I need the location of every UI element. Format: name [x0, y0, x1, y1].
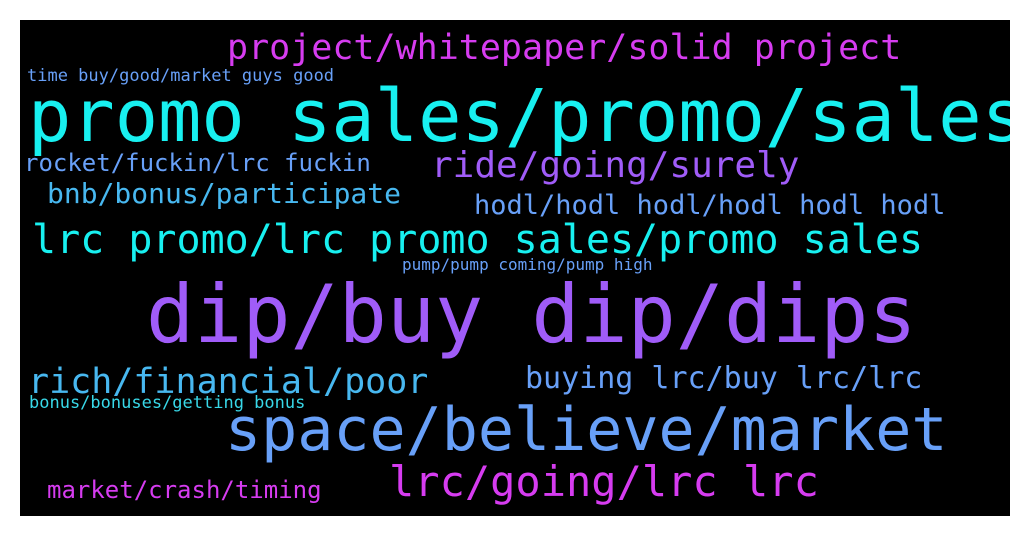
word-bnb-bonus-participate: bnb/bonus/participate — [47, 177, 402, 210]
word-rocket-fuckin-lrc-fuckin: rocket/fuckin/lrc fuckin — [24, 149, 371, 177]
word-cloud-canvas: project/whitepaper/solid project time bu… — [20, 20, 1010, 516]
word-project-whitepaper-solid-project: project/whitepaper/solid project — [227, 28, 902, 68]
word-promo-sales: promo sales/promo/sales — [28, 74, 1010, 158]
word-bonus-bonuses-getting-bonus: bonus/bonuses/getting bonus — [29, 393, 306, 413]
word-rich-financial-poor: rich/financial/poor — [28, 362, 429, 402]
word-ride-going-surely: ride/going/surely — [431, 145, 800, 186]
word-lrc-going-lrc-lrc: lrc/going/lrc lrc — [389, 457, 819, 506]
word-pump-coming-high: pump/pump coming/pump high — [402, 255, 653, 274]
word-buying-lrc-buy-lrc-lrc: buying lrc/buy lrc/lrc — [525, 361, 923, 396]
word-space-believe-market: space/believe/market — [225, 395, 948, 465]
word-hodl: hodl/hodl hodl/hodl hodl hodl — [474, 190, 946, 221]
word-lrc-promo-sales: lrc promo/lrc promo sales/promo sales — [32, 217, 924, 263]
word-market-crash-timing: market/crash/timing — [47, 476, 322, 504]
word-dip-buy-dip-dips: dip/buy dip/dips — [146, 268, 917, 361]
word-time-buy-good-market-guys-good: time buy/good/market guys good — [27, 66, 335, 86]
